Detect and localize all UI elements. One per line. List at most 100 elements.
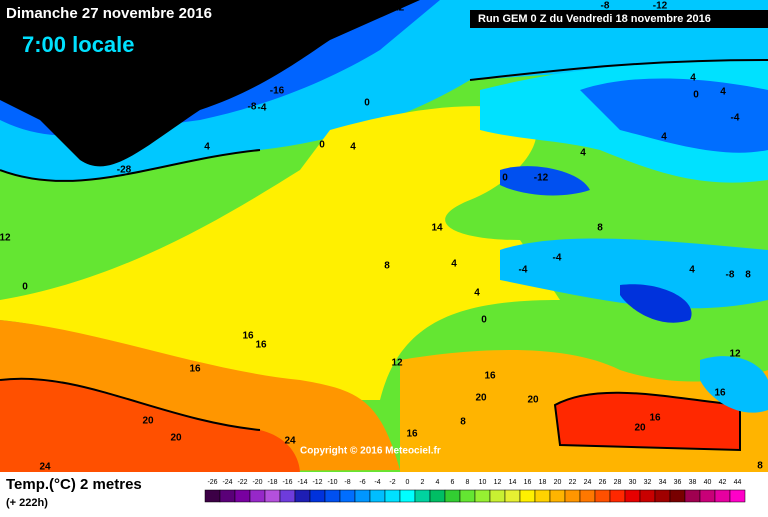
contour-label: 4: [689, 265, 695, 276]
contour-label: 4: [690, 73, 696, 84]
scale-label: -22: [237, 479, 247, 486]
color-swatch: [354, 489, 371, 503]
contour-label: -16: [270, 86, 285, 97]
isotherm: [0, 377, 261, 431]
contour-label: -12: [653, 1, 668, 12]
contour-label: 20: [475, 393, 487, 404]
scale-label: -10: [327, 479, 337, 486]
scale-label: -8: [344, 479, 350, 486]
contour-label: 4: [350, 142, 356, 153]
contour-label: 16: [649, 413, 661, 424]
contour-label: -12: [390, 3, 405, 14]
contour-label: 20: [170, 433, 182, 444]
contour-label: 16: [406, 429, 418, 440]
contour-label: 0: [22, 282, 28, 293]
scale-label: -12: [312, 479, 322, 486]
cold-zone: [500, 166, 590, 196]
contour-label: 16: [189, 364, 201, 375]
scale-label: 10: [479, 479, 487, 486]
color-swatch: [714, 489, 731, 503]
scale-label: 12: [494, 479, 502, 486]
color-swatch: [279, 489, 296, 503]
contour-label: 16: [714, 388, 726, 399]
color-swatch: [609, 489, 626, 503]
contour-label: -4: [553, 253, 562, 264]
scale-label: 28: [614, 479, 622, 486]
hot-zone: [553, 391, 741, 452]
color-swatch: [219, 489, 236, 503]
contour-label: 8: [384, 261, 390, 272]
scale-label: -2: [389, 479, 395, 486]
scale-label: -18: [267, 479, 277, 486]
copyright: Copyright © 2016 Meteociel.fr: [300, 446, 441, 457]
run-info: Run GEM 0 Z du Vendredi 18 novembre 2016: [478, 13, 711, 25]
scale-label: -4: [374, 479, 380, 486]
contour-label: 8: [745, 270, 751, 281]
scale-label: 44: [734, 479, 742, 486]
contour-label: 20: [634, 423, 646, 434]
color-swatch: [369, 489, 386, 503]
color-swatch: [624, 489, 641, 503]
lead-time: (+ 222h): [6, 497, 48, 509]
color-swatch: [459, 489, 476, 503]
contour-label: 4: [474, 288, 480, 299]
greenland: [0, 0, 420, 167]
contour-label: 24: [39, 462, 51, 473]
scale-label: 26: [599, 479, 607, 486]
contour-label: 24: [284, 436, 296, 447]
contour-label: 8: [757, 461, 763, 472]
contour-label: 20: [527, 395, 539, 406]
cold-zone: [700, 356, 768, 413]
contour-label: 20: [142, 416, 154, 427]
color-swatch: [234, 489, 251, 503]
contour-label: -4: [731, 113, 740, 124]
contour-label: 16: [69, 123, 81, 134]
contour-label: 4: [204, 142, 210, 153]
scale-label: -16: [282, 479, 292, 486]
scale-label: 4: [436, 479, 440, 486]
color-swatch: [429, 489, 446, 503]
color-swatch: [699, 489, 716, 503]
legend-title: Temp.(°C) 2 metres: [6, 476, 142, 493]
contour-label: 16: [484, 371, 496, 382]
contour-label: -8: [18, 91, 27, 102]
color-swatch: [249, 489, 266, 503]
contour-label: 0: [481, 315, 487, 326]
scale-label: 30: [629, 479, 637, 486]
color-swatch: [474, 489, 491, 503]
contour-label: -8: [248, 102, 257, 113]
cold-zone: [580, 78, 768, 153]
contour-label: -28: [117, 165, 132, 176]
scale-label: 14: [509, 479, 517, 486]
mild-zone: [0, 106, 560, 400]
contour-label: 0: [319, 140, 325, 151]
contour-label: 4: [661, 132, 667, 143]
contour-label: 12: [0, 233, 11, 244]
color-swatch: [564, 489, 581, 503]
cold-zone: [620, 284, 692, 323]
color-swatch: [534, 489, 551, 503]
isotherm: [0, 149, 261, 182]
color-swatch: [594, 489, 611, 503]
contour-label: 16: [255, 340, 267, 351]
scale-label: -6: [359, 479, 365, 486]
color-swatch: [414, 489, 431, 503]
color-swatch: [399, 489, 416, 503]
scale-label: 24: [584, 479, 592, 486]
hot-zone: [0, 378, 300, 472]
scale-label: 22: [569, 479, 577, 486]
scale-label: 34: [659, 479, 667, 486]
contour-label: 8: [597, 223, 603, 234]
contour-label: -20: [45, 61, 60, 72]
contour-label: 0: [693, 90, 699, 101]
contour-label: 14: [431, 223, 443, 234]
color-swatch: [489, 489, 506, 503]
color-swatch: [549, 489, 566, 503]
scale-label: 42: [719, 479, 727, 486]
scale-label: 38: [689, 479, 697, 486]
color-swatch: [639, 489, 656, 503]
scale-label: -14: [297, 479, 307, 486]
color-swatch: [384, 489, 401, 503]
cold-zone: [500, 238, 768, 309]
